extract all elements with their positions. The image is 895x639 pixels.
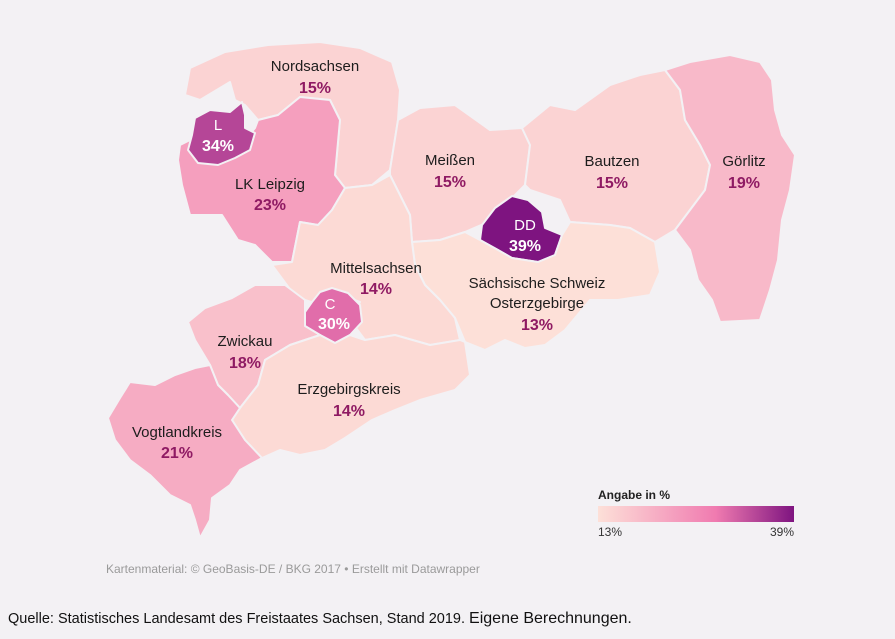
label-goerlitz-value: 19% xyxy=(728,175,760,192)
region-saechsische-schweiz[interactable] xyxy=(411,221,661,351)
legend-min-label: 13% xyxy=(598,525,622,539)
label-saechsische-schweiz-name: Sächsische Schweiz xyxy=(469,275,606,292)
label-leipzig-name: L xyxy=(214,117,222,134)
label-mittelsachsen-value: 14% xyxy=(360,281,392,298)
label-nordsachsen-name: Nordsachsen xyxy=(271,58,359,75)
label-erzgebirgskreis-name: Erzgebirgskreis xyxy=(297,381,400,398)
region-leipzig[interactable] xyxy=(187,101,256,166)
region-goerlitz[interactable] xyxy=(664,54,796,323)
label-zwickau-name: Zwickau xyxy=(217,333,272,350)
label-chemnitz-value: 30% xyxy=(318,316,350,333)
label-saechsische-schweiz-name2: Osterzgebirge xyxy=(490,295,584,312)
label-vogtlandkreis-name: Vogtlandkreis xyxy=(132,424,222,441)
saxony-map: Nordsachsen 15% L 34% LK Leipzig 23% Mei… xyxy=(107,41,796,539)
label-meissen-value: 15% xyxy=(434,174,466,191)
region-vogtlandkreis[interactable] xyxy=(107,364,263,539)
label-lk-leipzig-value: 23% xyxy=(254,197,286,214)
label-bautzen-name: Bautzen xyxy=(584,153,639,170)
label-lk-leipzig-name: LK Leipzig xyxy=(235,176,305,193)
legend-color-bar xyxy=(598,506,794,522)
source-extra: Eigene Berechnungen. xyxy=(469,610,632,627)
label-nordsachsen-value: 15% xyxy=(299,80,331,97)
label-zwickau-value: 18% xyxy=(229,355,261,372)
legend-title: Angabe in % xyxy=(598,488,670,502)
map-credit: Kartenmaterial: © GeoBasis-DE / BKG 2017… xyxy=(106,562,480,576)
legend-max-label: 39% xyxy=(770,525,794,539)
source-main: Quelle: Statistisches Landesamt des Frei… xyxy=(8,611,466,627)
label-vogtlandkreis-value: 21% xyxy=(161,445,193,462)
legend: Angabe in % 13% 39% xyxy=(598,488,794,539)
label-goerlitz-name: Görlitz xyxy=(722,153,765,170)
label-dresden-value: 39% xyxy=(509,238,541,255)
label-leipzig-value: 34% xyxy=(202,138,234,155)
label-chemnitz-name: C xyxy=(325,296,336,313)
label-erzgebirgskreis-value: 14% xyxy=(333,403,365,420)
region-labels: Nordsachsen 15% L 34% LK Leipzig 23% Mei… xyxy=(132,58,766,462)
source-note: Quelle: Statistisches Landesamt des Frei… xyxy=(8,610,632,628)
region-shapes xyxy=(107,41,796,539)
label-dresden-name: DD xyxy=(514,217,536,234)
label-saechsische-schweiz-value: 13% xyxy=(521,317,553,334)
label-mittelsachsen-name: Mittelsachsen xyxy=(330,260,422,277)
label-meissen-name: Meißen xyxy=(425,152,475,169)
label-bautzen-value: 15% xyxy=(596,175,628,192)
